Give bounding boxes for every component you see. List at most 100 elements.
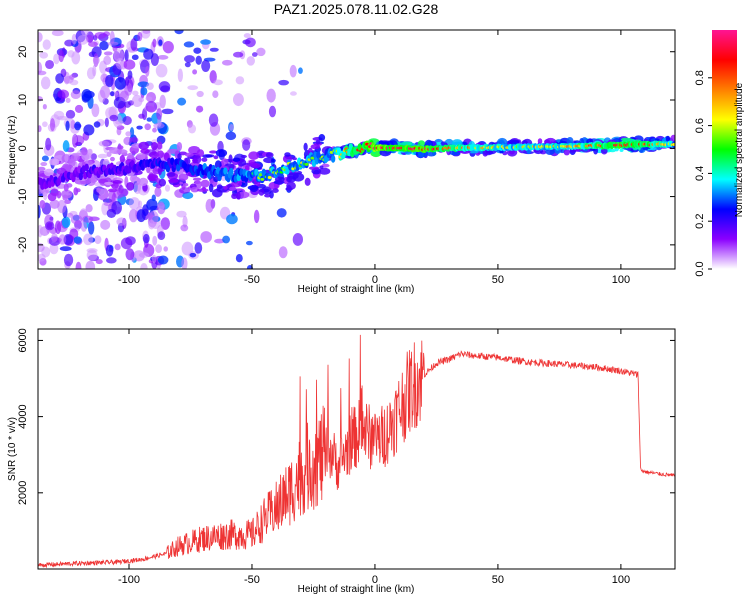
- heatmap-cell: [321, 163, 330, 168]
- heatmap-cell: [190, 186, 200, 193]
- heatmap-cell: [157, 255, 169, 265]
- heatmap-cell: [136, 209, 146, 223]
- heatmap-cell: [537, 138, 543, 145]
- heatmap-cell: [124, 101, 132, 108]
- heatmap-cell: [271, 188, 279, 193]
- heatmap-cell: [200, 179, 210, 188]
- heatmap-cell: [184, 55, 195, 63]
- heatmap-cell: [51, 30, 64, 37]
- heatmap-cell: [116, 217, 127, 226]
- heatmap-cell: [70, 214, 83, 225]
- heatmap-cell: [315, 139, 321, 145]
- heatmap-cell: [142, 108, 148, 121]
- heatmap-cell: [137, 81, 150, 88]
- heatmap-cell: [91, 46, 102, 59]
- heatmap-cell: [42, 104, 47, 110]
- heatmap-cell: [222, 235, 230, 244]
- heatmap-cell: [221, 59, 233, 66]
- heatmap-cell: [49, 118, 56, 132]
- heatmap-cell: [110, 156, 115, 162]
- heatmap-cell: [240, 154, 247, 159]
- heatmap-cell: [92, 56, 100, 65]
- heatmap-cell: [84, 163, 89, 172]
- heatmap-cell: [292, 233, 303, 246]
- heatmap-cell: [95, 259, 103, 265]
- heatmap-cell: [146, 166, 151, 174]
- heatmap-cell: [233, 93, 244, 107]
- heatmap-cell: [109, 114, 119, 122]
- heatmap-cell: [104, 181, 114, 185]
- heatmap-cell: [200, 39, 212, 45]
- heatmap-cell: [136, 125, 143, 130]
- heatmap-cell: [140, 30, 151, 39]
- heatmap-cell: [94, 31, 107, 39]
- heatmap-cell: [114, 77, 127, 90]
- heatmap-cell: [38, 166, 46, 172]
- heatmap-cell: [298, 67, 303, 74]
- heatmap-cell: [254, 168, 259, 177]
- x-tick-label: 50: [492, 574, 504, 586]
- heatmap-cell: [214, 160, 222, 170]
- colorbar-tick-label: 0.8: [694, 70, 706, 85]
- snr-series-line: [38, 334, 675, 569]
- heatmap-cell: [138, 177, 149, 187]
- heatmap-cell: [212, 90, 219, 99]
- heatmap-cell: [124, 76, 130, 86]
- heatmap-cell: [62, 194, 69, 201]
- heatmap-cell: [214, 238, 225, 244]
- heatmap-cell: [251, 163, 261, 169]
- heatmap-cell: [165, 164, 171, 173]
- heatmap-cell: [378, 140, 384, 146]
- heatmap-cell: [88, 41, 98, 47]
- y-tick-label: 4000: [17, 404, 29, 428]
- heatmap-cell: [39, 199, 46, 209]
- heatmap-cell: [213, 155, 219, 160]
- heatmap-cell: [82, 215, 94, 223]
- heatmap-cell: [249, 184, 259, 193]
- heatmap-cell: [176, 210, 187, 218]
- heatmap-cell: [142, 233, 150, 244]
- heatmap-cell: [183, 41, 195, 48]
- heatmap-cell: [285, 167, 290, 175]
- heatmap-cell: [53, 110, 65, 120]
- heatmap-cell: [310, 156, 315, 160]
- heatmap-cell: [117, 145, 124, 150]
- heatmap-cell: [38, 242, 45, 253]
- heatmap-cell: [229, 186, 237, 191]
- heatmap-cell: [174, 30, 184, 35]
- heatmap-cell: [128, 197, 141, 210]
- spectrogram-heatmap: [38, 30, 675, 269]
- heatmap-cell: [105, 74, 114, 88]
- heatmap-cell: [113, 49, 124, 62]
- heatmap-cell: [158, 39, 163, 46]
- heatmap-cell: [73, 187, 79, 196]
- heatmap-cell: [330, 155, 336, 163]
- heatmap-cell: [65, 97, 71, 103]
- heatmap-cell: [244, 165, 250, 172]
- heatmap-cell: [245, 240, 253, 246]
- spectrogram-x-ticks: -100 -50 0 50 100: [118, 30, 630, 286]
- heatmap-cell: [116, 188, 129, 197]
- heatmap-cell: [104, 117, 109, 128]
- heatmap-cell: [152, 127, 157, 133]
- heatmap-cell: [160, 85, 171, 93]
- heatmap-cell: [97, 153, 108, 159]
- heatmap-cell: [98, 140, 110, 147]
- heatmap-cell: [226, 213, 238, 225]
- heatmap-cell: [38, 204, 41, 219]
- heatmap-cell: [147, 212, 153, 221]
- heatmap-cell: [63, 253, 74, 267]
- snr-y-axis-label: SNR (10 * v/v): [7, 417, 18, 481]
- x-tick-label: -100: [118, 574, 140, 586]
- heatmap-cell: [140, 263, 148, 269]
- heatmap-cell: [181, 257, 188, 269]
- heatmap-cell: [158, 178, 167, 187]
- heatmap-cell: [195, 105, 204, 113]
- heatmap-cell: [49, 158, 60, 166]
- heatmap-cell: [85, 204, 93, 213]
- heatmap-cell: [147, 104, 155, 113]
- y-tick-label: 0: [17, 145, 29, 151]
- heatmap-cell: [268, 105, 277, 118]
- heatmap-cell: [449, 151, 461, 156]
